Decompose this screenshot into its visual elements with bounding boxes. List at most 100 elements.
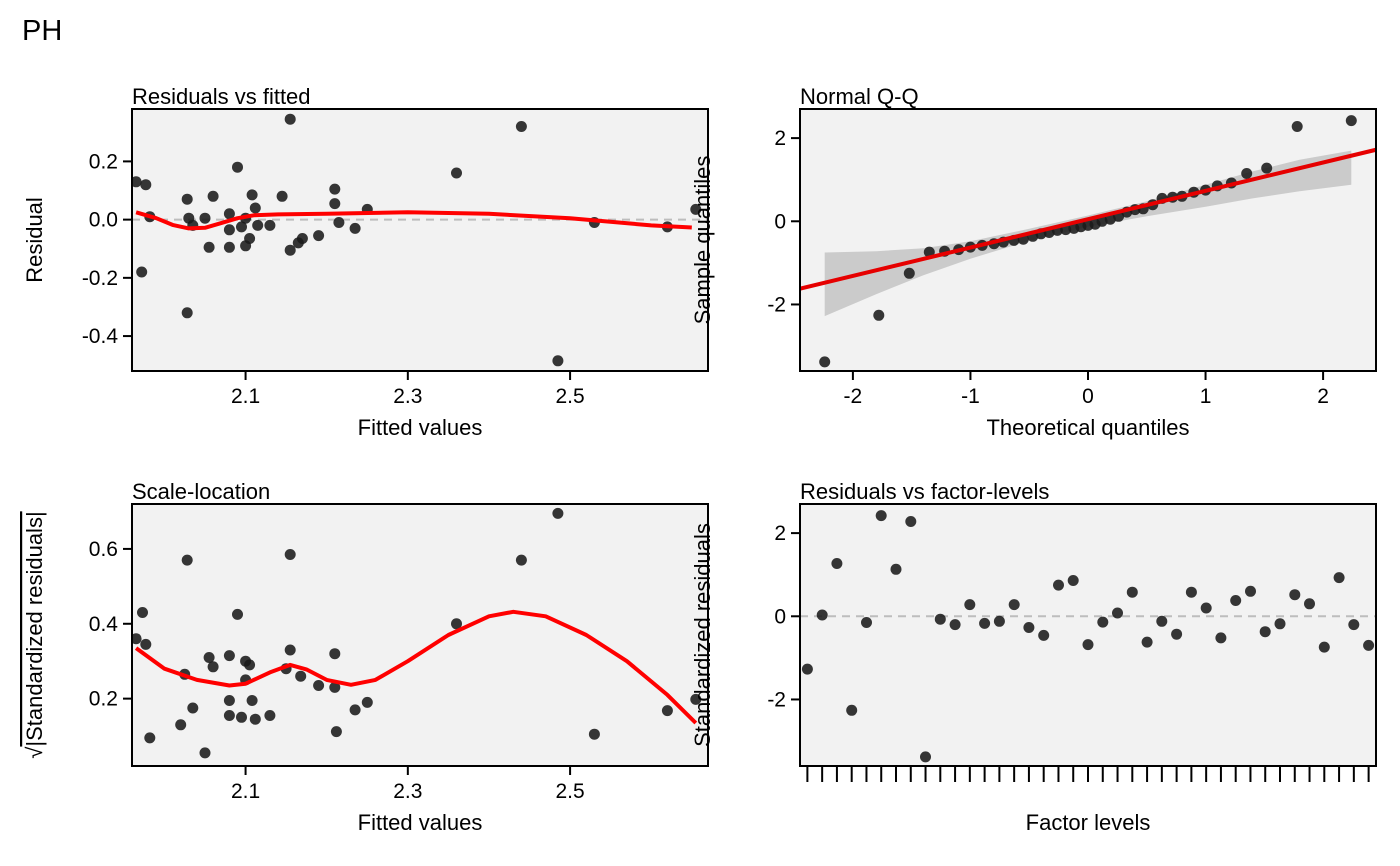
factor-levels-plot-area bbox=[800, 510, 1376, 763]
scale-location-point bbox=[451, 618, 462, 630]
factor-levels-point bbox=[1097, 616, 1109, 628]
factor-levels-point bbox=[1245, 585, 1256, 597]
residuals-vs-fitted-point bbox=[223, 224, 235, 236]
factor-levels-point bbox=[1230, 595, 1242, 606]
residuals-vs-fitted-point bbox=[333, 217, 345, 228]
factor-levels-point bbox=[1008, 599, 1020, 611]
scale-location-smooth-line bbox=[134, 609, 698, 725]
residuals-vs-fitted-plot-area bbox=[132, 113, 708, 367]
scale-location-point bbox=[249, 713, 261, 725]
residuals-vs-fitted-frame bbox=[131, 108, 709, 372]
scale-location-point bbox=[132, 633, 142, 645]
factor-levels-y-tick-label: -2 bbox=[767, 688, 786, 711]
normal-qq-title: Normal Q-Q bbox=[800, 84, 919, 109]
residuals-vs-fitted-point bbox=[296, 233, 308, 244]
factor-levels-point bbox=[1141, 636, 1153, 648]
scale-location-point bbox=[223, 650, 235, 662]
factor-levels-y-tick-label: 2 bbox=[774, 522, 786, 545]
normal-qq-x-axis-label: Theoretical quantiles bbox=[986, 415, 1189, 440]
residuals-vs-fitted-point bbox=[249, 202, 261, 214]
residuals-vs-fitted-point bbox=[223, 208, 235, 220]
scale-location-point bbox=[349, 704, 361, 716]
scale-location-point bbox=[361, 696, 373, 708]
normal-qq-point bbox=[903, 267, 915, 279]
residuals-vs-fitted-point bbox=[690, 203, 702, 215]
normal-qq-point bbox=[1345, 115, 1357, 127]
residuals-vs-fitted-point bbox=[329, 198, 341, 210]
residuals-vs-fitted-point bbox=[264, 219, 276, 231]
factor-levels-point bbox=[1304, 598, 1315, 610]
normal-qq-x-tick-label: -2 bbox=[844, 385, 863, 408]
residuals-vs-fitted-x-tick-label: 2.3 bbox=[393, 385, 422, 408]
scale-location-point bbox=[329, 648, 341, 660]
scale-location-point bbox=[588, 728, 600, 740]
factor-levels-point bbox=[861, 617, 872, 628]
scale-location-point bbox=[199, 747, 211, 759]
residuals-vs-fitted-point bbox=[284, 113, 296, 125]
factor-levels-point bbox=[1023, 622, 1035, 633]
residuals-vs-fitted-title: Residuals vs fitted bbox=[132, 84, 311, 109]
normal-qq-point bbox=[819, 356, 831, 368]
factor-levels-point bbox=[816, 609, 828, 621]
normal-qq-y-axis-label: Sample quantiles bbox=[690, 156, 715, 325]
scale-location-point bbox=[284, 549, 296, 560]
normal-qq-x-tick-label: 1 bbox=[1200, 385, 1212, 408]
factor-levels-point bbox=[1274, 618, 1286, 630]
factor-levels-point bbox=[1363, 639, 1375, 651]
residuals-vs-fitted-point bbox=[223, 241, 235, 253]
factor-levels-point bbox=[1082, 639, 1094, 651]
residuals-vs-fitted-point bbox=[451, 167, 462, 179]
residuals-vs-fitted-point bbox=[252, 219, 264, 231]
residuals-vs-fitted-point bbox=[246, 189, 258, 201]
residuals-vs-fitted-point bbox=[199, 212, 211, 224]
figure-title: PH bbox=[22, 15, 62, 47]
scale-location-point bbox=[244, 659, 256, 671]
scale-location-point bbox=[203, 652, 215, 663]
residuals-vs-fitted-point bbox=[329, 183, 341, 195]
factor-levels-point bbox=[964, 599, 976, 611]
scale-location-point bbox=[137, 607, 148, 618]
residuals-vs-fitted-x-tick-label: 2.1 bbox=[231, 385, 260, 408]
scale-location-y-axis-label-prefix: √ bbox=[22, 746, 47, 759]
residuals-vs-fitted-point bbox=[349, 222, 361, 234]
residuals-vs-fitted-smooth-line bbox=[135, 210, 692, 231]
residuals-vs-fitted-panel: 2.1 2.3 2.5 0.2 0.0 -0.2 -0.4 Residuals vs fitt… bbox=[22, 84, 709, 440]
residuals-vs-fitted-point bbox=[313, 230, 325, 242]
residuals-vs-fitted-point bbox=[207, 190, 219, 202]
scale-location-title: Scale-location bbox=[132, 479, 270, 504]
scale-location-point bbox=[140, 638, 152, 650]
scale-location-y-axis-label: √|Standardized residuals| bbox=[22, 511, 47, 758]
scale-location-point bbox=[181, 554, 193, 566]
scale-location-point bbox=[144, 732, 156, 744]
scale-location-point bbox=[661, 705, 673, 717]
residuals-vs-fitted-point bbox=[203, 241, 215, 253]
factor-levels-point bbox=[1171, 628, 1183, 640]
residuals-vs-fitted-y-tick-label: -0.2 bbox=[82, 267, 118, 290]
scale-location-point bbox=[187, 702, 199, 714]
normal-qq-reference-line bbox=[800, 147, 1376, 291]
factor-levels-point bbox=[890, 563, 902, 575]
factor-levels-point bbox=[1200, 602, 1212, 614]
scale-location-point bbox=[232, 608, 243, 620]
normal-qq-x-tick-label: 0 bbox=[1082, 385, 1094, 408]
factor-levels-point bbox=[979, 617, 991, 629]
factor-levels-background bbox=[800, 504, 1376, 766]
scale-location-frame bbox=[131, 503, 709, 767]
scale-location-point bbox=[515, 554, 527, 566]
normal-qq-x-tick-label: 2 bbox=[1317, 385, 1329, 408]
scale-location-point bbox=[313, 680, 325, 691]
factor-levels-point bbox=[993, 615, 1005, 627]
factor-levels-y-tick-label: 0 bbox=[774, 605, 786, 628]
scale-location-point bbox=[223, 695, 235, 706]
scale-location-y-tick-label: 0.4 bbox=[89, 613, 119, 636]
scale-location-point bbox=[295, 670, 307, 682]
residuals-vs-fitted-point bbox=[136, 266, 148, 278]
residuals-vs-fitted-point bbox=[140, 179, 152, 191]
residuals-vs-fitted-point bbox=[552, 355, 564, 367]
scale-location-point bbox=[330, 726, 342, 738]
residuals-vs-factor-levels-panel: 2 0 -2 Residuals vs factor-levels Factor lev… bbox=[690, 479, 1377, 835]
scale-location-y-axis-label-text: |Standardized residuals| bbox=[22, 511, 47, 746]
scale-location-panel: 2.1 2.3 2.5 0.6 0.4 0.2 Scale-location Fitted v… bbox=[22, 479, 709, 835]
residuals-vs-fitted-point bbox=[132, 176, 142, 188]
